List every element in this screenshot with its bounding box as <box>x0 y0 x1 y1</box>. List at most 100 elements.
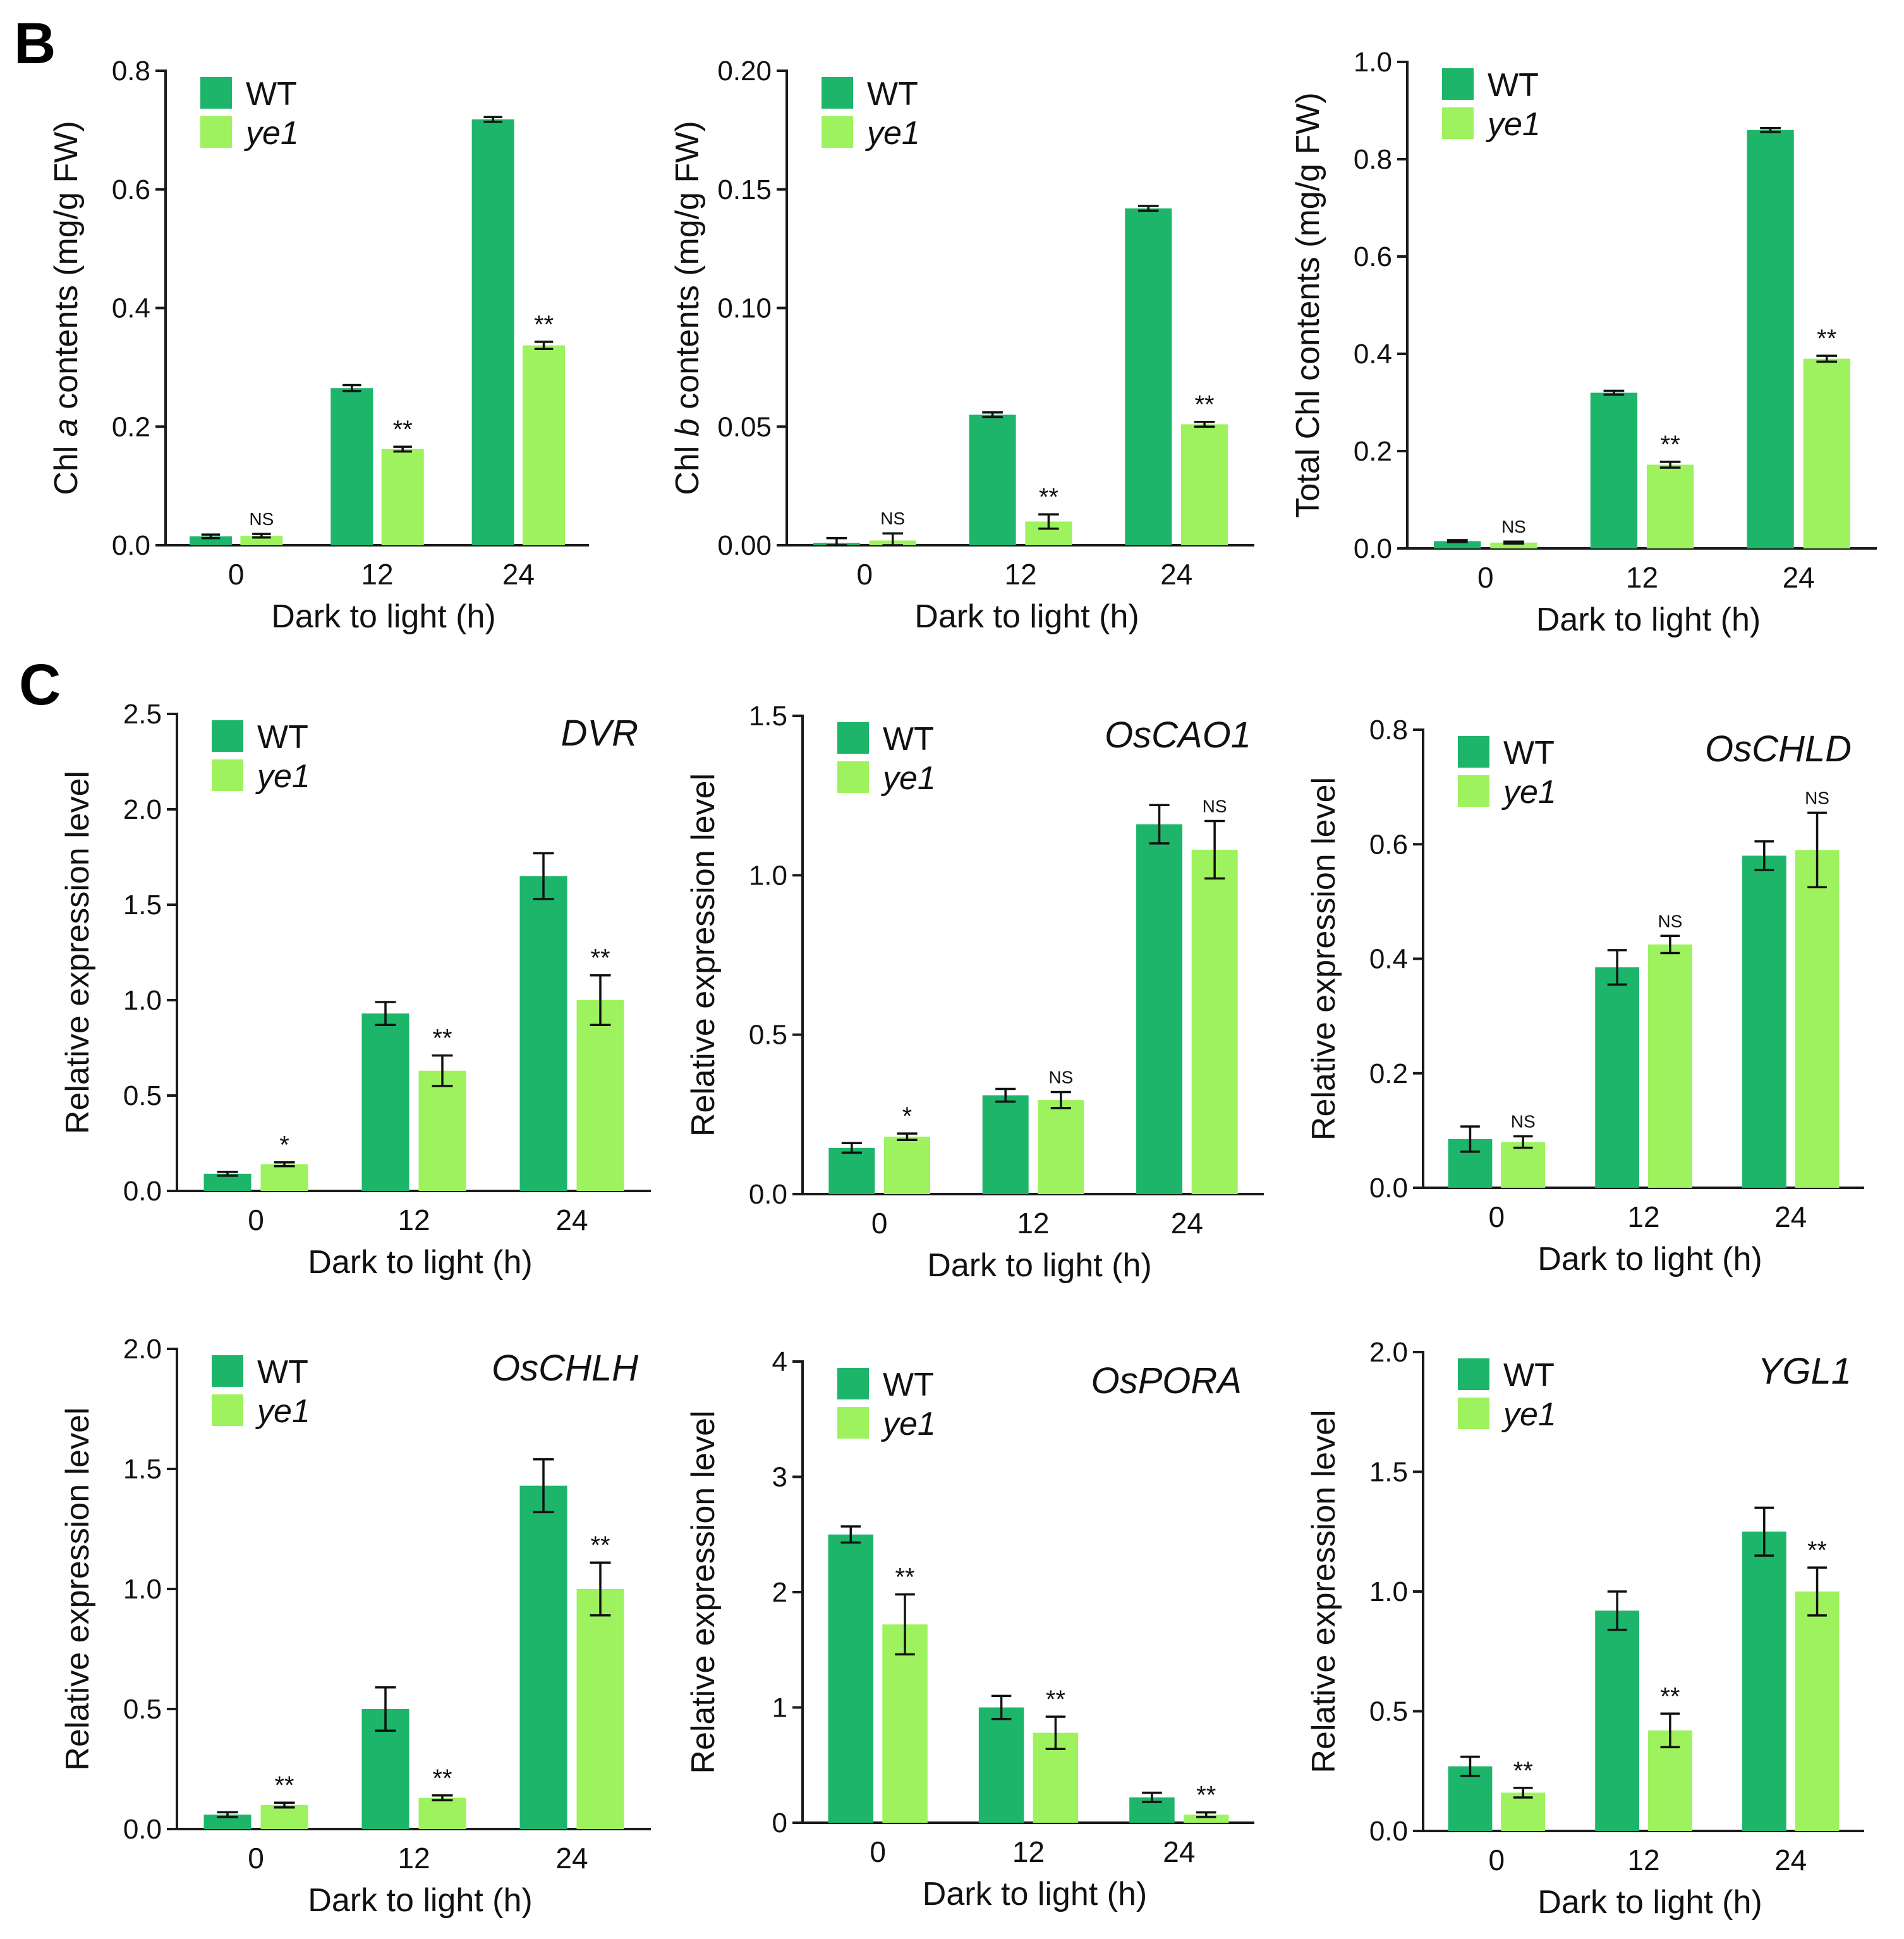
y-tick-label: 0.8 <box>1369 715 1408 746</box>
y-axis-label: Total Chl contents (mg/g FW) <box>1290 92 1326 517</box>
chart-9: 0.0 0.5 1.0 1.5 2.0 ** 0 ** 12 ** 24 Dark to light … <box>1306 1337 1864 1921</box>
legend-label-ye1: ye1 <box>1501 1396 1556 1433</box>
legend-label-wt: WT <box>246 76 297 112</box>
bar-wt-0h <box>828 1534 874 1823</box>
y-tick-label: 0.2 <box>1354 436 1392 467</box>
bar-ye1-0h <box>883 1137 930 1194</box>
y-axis-label-part: b <box>669 418 706 437</box>
chart-title: OsCHLD <box>1705 728 1852 770</box>
y-axis-label-part: Relative expression level <box>1306 777 1342 1140</box>
x-tick-label: 24 <box>1160 558 1192 591</box>
significance-label: ** <box>895 1564 914 1592</box>
legend-label-ye1: ye1 <box>881 760 936 797</box>
significance-label: * <box>279 1132 289 1159</box>
x-axis-label: Dark to light (h) <box>927 1247 1151 1284</box>
bar-ye1-12h <box>1038 1100 1084 1194</box>
significance-label: NS <box>1203 797 1227 816</box>
y-tick-label: 0.05 <box>717 411 772 442</box>
x-axis-label: Dark to light (h) <box>1536 601 1761 638</box>
y-tick-label: 2.0 <box>1369 1337 1408 1368</box>
bar-ye1-0h <box>1501 1142 1546 1188</box>
y-tick-label: 1.5 <box>123 890 162 921</box>
chart-title: OsCAO1 <box>1105 715 1251 756</box>
legend-swatch-wt <box>1442 68 1474 100</box>
bar-ye1-12h <box>381 449 424 545</box>
bar-wt-24h <box>519 1485 567 1829</box>
significance-label: ** <box>432 1025 452 1053</box>
bar-ye1-0h <box>1490 542 1537 548</box>
x-axis-label: Dark to light (h) <box>914 598 1139 635</box>
chart-title: DVR <box>561 713 638 754</box>
bar-ye1-24h <box>1795 1592 1840 1831</box>
x-tick-label: 12 <box>397 1842 430 1875</box>
y-tick-label: 0.15 <box>717 174 772 205</box>
chart-title: OsCHLH <box>492 1348 638 1389</box>
legend-swatch-ye1 <box>212 1394 243 1426</box>
legend-swatch-ye1 <box>212 759 243 791</box>
significance-label: ** <box>1039 483 1058 511</box>
legend-label-ye1: ye1 <box>881 1406 936 1442</box>
y-tick-label: 1.0 <box>123 985 162 1016</box>
significance-label: ** <box>432 1765 452 1792</box>
bar-wt-24h <box>1747 130 1794 549</box>
bar-wt-12h <box>1590 392 1638 548</box>
legend-label-ye1: ye1 <box>1486 106 1541 143</box>
x-axis-label: Dark to light (h) <box>1537 1241 1762 1278</box>
y-tick-label: 2.0 <box>123 794 162 825</box>
chart-7: 0.0 0.5 1.0 1.5 2.0 ** 0 ** 12 ** 24 Dark to light … <box>59 1334 651 1919</box>
x-tick-label: 0 <box>857 558 873 591</box>
bar-wt-12h <box>978 1707 1024 1823</box>
significance-label: ** <box>1807 1537 1827 1564</box>
significance-label: ** <box>1513 1757 1533 1785</box>
bar-ye1-12h <box>1646 464 1694 548</box>
legend-swatch-ye1 <box>200 116 232 148</box>
significance-label: ** <box>274 1772 294 1799</box>
legend-label-wt: WT <box>1503 1357 1555 1394</box>
x-tick-label: 12 <box>1626 561 1658 594</box>
significance-label: ** <box>1661 431 1680 459</box>
x-tick-label: 0 <box>1489 1844 1505 1876</box>
x-tick-label: 24 <box>1783 561 1815 594</box>
y-axis-label-part: Relative expression level <box>59 771 96 1134</box>
x-axis-label: Dark to light (h) <box>308 1882 532 1919</box>
chart-6: 0.0 0.2 0.4 0.6 0.8 NS 0 NS 12 NS 24 Dark to light … <box>1306 715 1864 1278</box>
x-tick-label: 0 <box>1477 561 1494 594</box>
legend-label-ye1: ye1 <box>1501 774 1556 811</box>
y-tick-label: 0.0 <box>1369 1816 1408 1847</box>
y-tick-label: 2.5 <box>123 699 162 730</box>
significance-label: ** <box>1660 1682 1680 1710</box>
significance-label: NS <box>1805 788 1829 807</box>
legend-label-wt: WT <box>883 1367 934 1403</box>
y-axis-label: Chl a contents (mg/g FW) <box>48 121 85 495</box>
legend-label-ye1: ye1 <box>865 115 920 152</box>
y-axis-label-part: Chl <box>48 437 85 495</box>
y-tick-label: 0.5 <box>749 1020 787 1051</box>
x-tick-label: 0 <box>248 1204 264 1236</box>
y-tick-label: 0.6 <box>1354 241 1392 272</box>
y-axis-label-part: Relative expression level <box>685 1410 722 1773</box>
y-tick-label: 0.0 <box>112 530 150 561</box>
significance-label: NS <box>1501 517 1526 536</box>
y-tick-label: 1.0 <box>123 1574 162 1605</box>
legend-label-ye1: ye1 <box>244 115 299 152</box>
y-tick-label: 0.5 <box>123 1694 162 1725</box>
y-tick-label: 0.2 <box>112 411 150 442</box>
bar-ye1-24h <box>576 1000 624 1191</box>
bar-ye1-0h <box>260 1805 308 1829</box>
y-axis-label-part: Total Chl contents (mg/g FW) <box>1290 92 1326 517</box>
x-axis-label: Dark to light (h) <box>271 598 495 635</box>
legend-label-wt: WT <box>867 76 918 112</box>
bar-ye1-0h <box>240 535 283 545</box>
significance-label: NS <box>1511 1111 1536 1131</box>
y-axis-label-part: contents (mg/g FW) <box>669 121 706 418</box>
bar-ye1-0h <box>1501 1792 1546 1831</box>
significance-label: ** <box>1196 1782 1216 1809</box>
x-tick-label: 12 <box>1012 1835 1045 1868</box>
bar-ye1-0h <box>260 1164 308 1191</box>
y-tick-label: 0.10 <box>717 293 772 324</box>
y-tick-label: 1.0 <box>749 860 787 891</box>
bar-wt-12h <box>361 1013 409 1191</box>
x-tick-label: 12 <box>1627 1844 1659 1876</box>
chart-2: 0.00 0.05 0.10 0.15 0.20 NS 0 ** 12 ** 24 Dark to l… <box>669 56 1254 635</box>
